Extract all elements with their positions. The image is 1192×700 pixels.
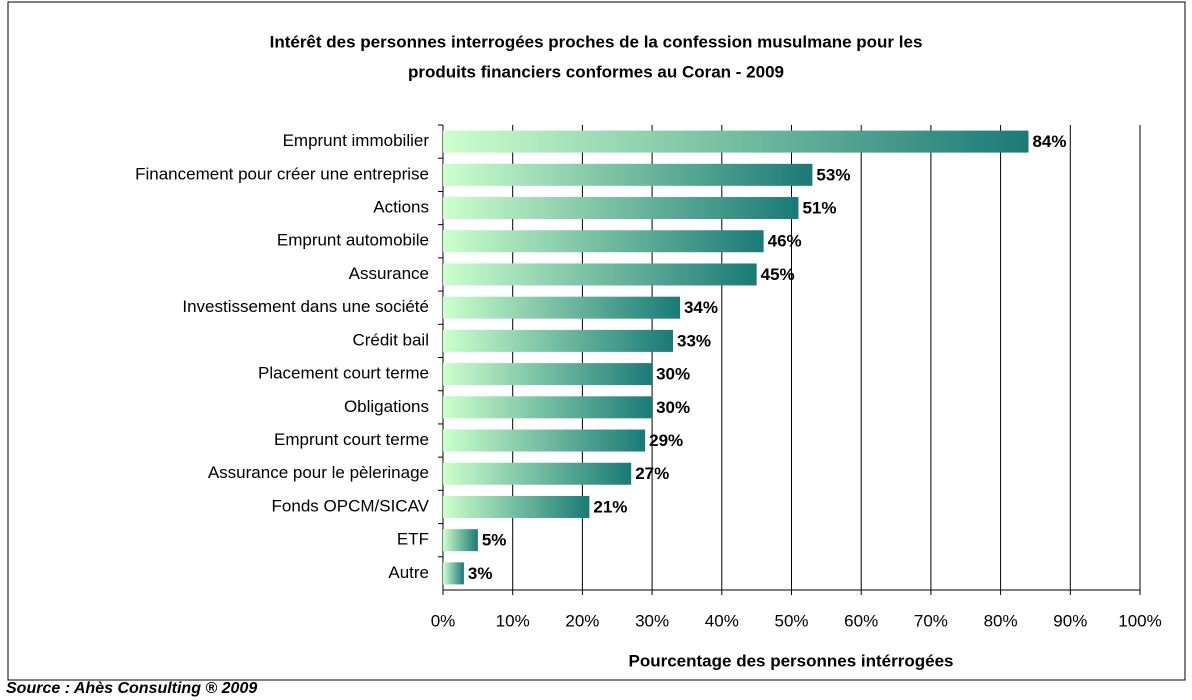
- y-tick-label: Assurance: [349, 264, 429, 283]
- bar: [443, 529, 478, 552]
- value-label: 29%: [649, 431, 683, 450]
- x-tick-label: 80%: [984, 611, 1018, 630]
- x-tick-label: 40%: [705, 611, 739, 630]
- bar: [443, 462, 632, 485]
- bar: [443, 429, 646, 452]
- bar: [443, 495, 590, 518]
- y-tick-label: Fonds OPCM/SICAV: [272, 496, 430, 515]
- chart-border: [7, 1, 1186, 681]
- x-axis-label: Pourcentage des personnes intérrogées: [629, 651, 954, 670]
- y-tick-label: Autre: [388, 563, 429, 582]
- value-label: 46%: [768, 232, 802, 251]
- bar: [443, 396, 653, 419]
- bar: [443, 363, 653, 386]
- value-label: 84%: [1032, 132, 1066, 151]
- chart-title: produits financiers conformes au Coran -…: [408, 62, 784, 81]
- chart-title: Intérêt des personnes interrogées proche…: [270, 32, 923, 51]
- bar: [443, 562, 464, 585]
- value-label: 33%: [677, 331, 711, 350]
- x-tick-label: 30%: [635, 611, 669, 630]
- y-tick-label: Emprunt automobile: [277, 231, 429, 250]
- y-tick-label: Financement pour créer une entreprise: [135, 164, 429, 183]
- x-tick-label: 0%: [431, 611, 456, 630]
- bar: [443, 197, 799, 220]
- bar: [443, 263, 757, 286]
- y-tick-label: Emprunt immobilier: [283, 131, 430, 150]
- source: Source : Ahès Consulting ® 2009: [6, 680, 257, 697]
- y-tick-label: Investissement dans une société: [182, 297, 429, 316]
- y-tick-label: Obligations: [344, 397, 429, 416]
- y-tick-label: Crédit bail: [352, 330, 429, 349]
- x-tick-label: 50%: [774, 611, 808, 630]
- value-label: 3%: [468, 564, 493, 583]
- y-tick-label: Placement court terme: [258, 364, 429, 383]
- y-tick-label: Actions: [373, 198, 429, 217]
- value-label: 27%: [635, 464, 669, 483]
- value-label: 5%: [482, 531, 507, 550]
- y-tick-label: Emprunt court terme: [274, 430, 429, 449]
- value-label: 53%: [816, 165, 850, 184]
- value-label: 30%: [656, 365, 690, 384]
- y-tick-label: Assurance pour le pèlerinage: [208, 463, 429, 482]
- value-label: 21%: [593, 497, 627, 516]
- bar: [443, 130, 1029, 153]
- x-tick-label: 10%: [496, 611, 530, 630]
- x-tick-label: 90%: [1053, 611, 1087, 630]
- x-tick-label: 70%: [914, 611, 948, 630]
- bar: [443, 329, 674, 352]
- x-tick-label: 100%: [1118, 611, 1161, 630]
- value-label: 51%: [802, 199, 836, 218]
- value-label: 34%: [684, 298, 718, 317]
- bar: [443, 296, 680, 319]
- x-tick-label: 60%: [844, 611, 878, 630]
- bar: [443, 163, 813, 186]
- x-tick-label: 20%: [565, 611, 599, 630]
- value-label: 30%: [656, 398, 690, 417]
- value-label: 45%: [761, 265, 795, 284]
- y-tick-label: ETF: [397, 530, 429, 549]
- bar: [443, 230, 764, 253]
